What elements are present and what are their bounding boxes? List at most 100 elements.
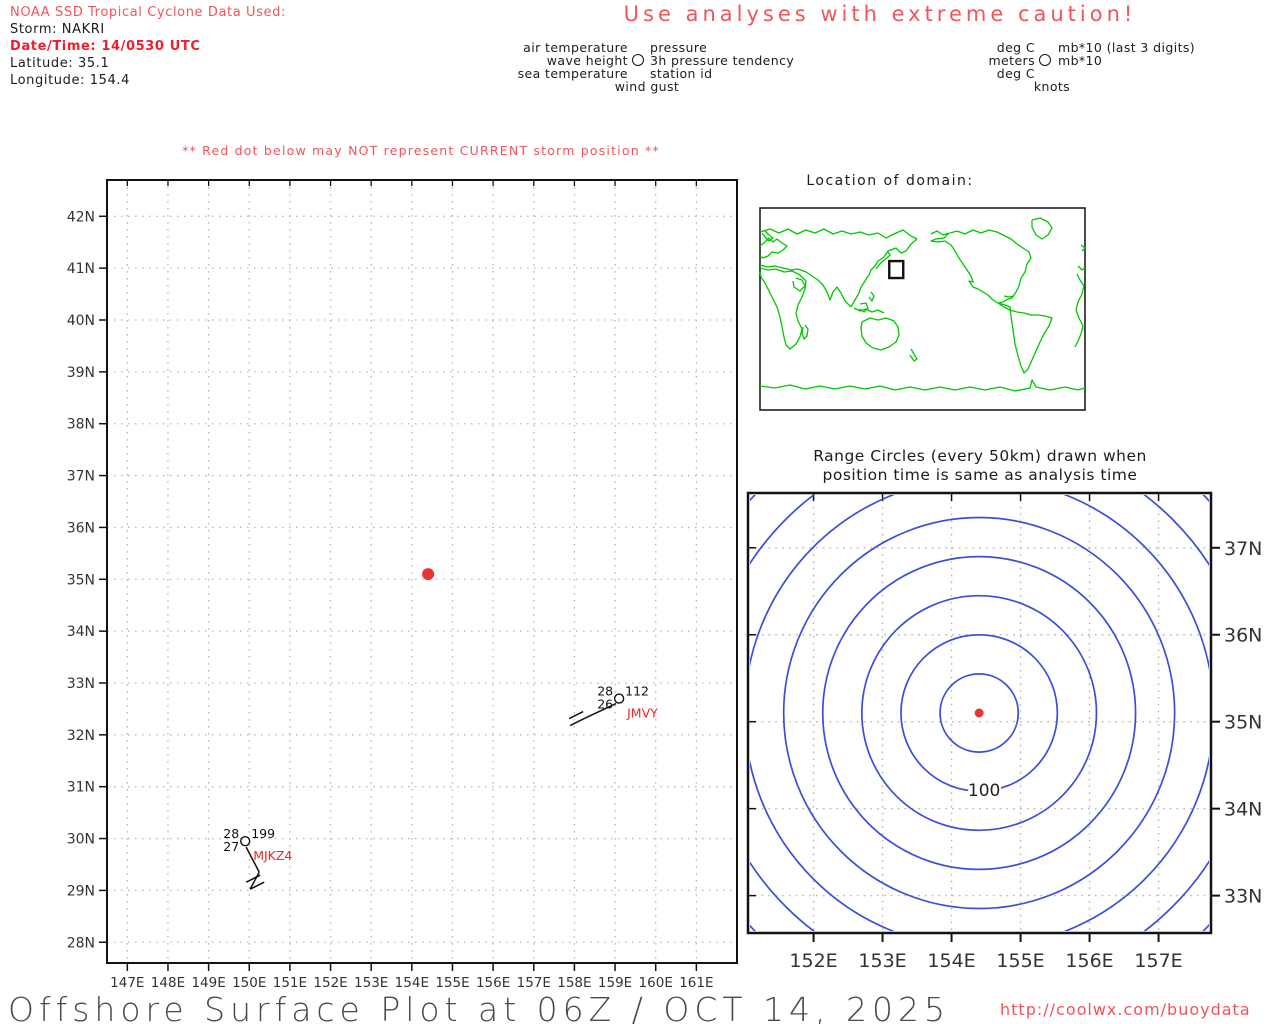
coastline — [761, 229, 774, 242]
range-title-line1: Range Circles (every 50km) drawn when — [813, 447, 1147, 465]
main-x-tick-label: 161E — [679, 975, 713, 991]
station-pressure: 112 — [625, 684, 649, 699]
legend-air-temperature: air temperature — [523, 40, 628, 55]
map-title: Location of domain: — [806, 173, 974, 189]
main-y-tick-label: 35N — [67, 572, 95, 588]
range-circle-250km — [782, 516, 1176, 910]
range-center-dot — [974, 708, 984, 718]
legend-unit-knots: knots — [1033, 79, 1071, 94]
storm-position-warning: ** Red dot below may NOT represent CURRE… — [182, 143, 660, 158]
main-x-tick-label: 158E — [557, 975, 591, 991]
coastline — [1074, 273, 1085, 348]
world-map-inset — [759, 207, 1086, 411]
wind-barb — [568, 710, 584, 720]
wind-barb — [569, 717, 585, 727]
main-x-tick-label: 148E — [151, 975, 185, 991]
station-id: MJKZ4 — [253, 848, 292, 863]
coastline — [853, 307, 885, 314]
coastline — [792, 277, 806, 292]
range-label-bg — [968, 782, 1002, 800]
main-x-tick-label: 156E — [476, 975, 510, 991]
legend-unit-meters: meters — [988, 53, 1035, 68]
coastline — [868, 291, 875, 302]
coastline — [1080, 244, 1086, 252]
main-y-tick-label: 33N — [67, 676, 95, 692]
range-x-tick-label: 154E — [927, 950, 975, 972]
station-sea-temp: 27 — [223, 839, 239, 854]
main-y-tick-label: 29N — [67, 883, 95, 899]
main-x-tick-label: 157E — [517, 975, 551, 991]
main-y-tick-label: 30N — [67, 832, 95, 848]
legend-station-id: station id — [650, 66, 713, 81]
range-x-tick-label: 157E — [1134, 950, 1182, 972]
station-circle-icon — [632, 54, 644, 66]
plot-main-title: Offshore Surface Plot at 06Z / OCT 14, 2… — [8, 990, 950, 1024]
range-circle-200km — [821, 555, 1137, 871]
legend-wave-height: wave height — [546, 53, 628, 68]
coastline — [875, 251, 891, 270]
range-y-tick-label: 36N — [1224, 625, 1262, 647]
legend-pressure: pressure — [650, 40, 708, 55]
map-border — [759, 207, 1086, 411]
wind-barb — [245, 846, 260, 873]
range-x-tick-label: 155E — [996, 950, 1044, 972]
coastline — [759, 379, 1086, 392]
main-x-tick-label: 153E — [354, 975, 388, 991]
range-y-tick-label: 34N — [1224, 799, 1262, 821]
station-circle — [613, 693, 625, 704]
range-x-tick-label: 152E — [789, 950, 837, 972]
wind-barb — [245, 874, 261, 883]
main-y-tick-label: 38N — [67, 417, 95, 433]
coastline — [850, 238, 918, 308]
station-pressure: 199 — [251, 826, 275, 841]
main-y-tick-label: 36N — [67, 520, 95, 536]
range-circles-plot: 152E 153E 154E 155E 156E 157E 37N 36N 35N 34N 33N 1… — [746, 491, 1262, 972]
main-plot-border — [106, 179, 738, 964]
main-x-tick-label: 154E — [395, 975, 429, 991]
station-id: JMVY — [626, 706, 658, 721]
legend-wind-gust: wind gust — [614, 79, 680, 94]
caution-banner: Use analyses with extreme caution! — [623, 2, 1137, 26]
main-y-tick-label: 41N — [67, 261, 95, 277]
range-plot-border — [746, 491, 1213, 935]
main-y-tick-label: 39N — [67, 365, 95, 381]
source-url[interactable]: http://coolwx.com/buoydata — [1000, 1000, 1251, 1019]
main-x-tick-label: 152E — [313, 975, 347, 991]
coastline — [801, 324, 809, 340]
coastline — [997, 302, 1053, 374]
main-y-tick-label: 34N — [67, 624, 95, 640]
latitude-line: Latitude: 35.1 — [10, 56, 110, 71]
legend-pressure-tendency: 3h pressure tendency — [650, 53, 795, 68]
range-x-tick-label: 156E — [1065, 950, 1113, 972]
range-y-tick-label: 33N — [1224, 886, 1262, 908]
coastline — [930, 230, 999, 304]
range-circle-label: 100 — [968, 781, 1000, 801]
coastline — [949, 229, 1032, 304]
main-x-tick-label: 159E — [598, 975, 632, 991]
wind-barb — [249, 871, 260, 890]
legend-unit-degc-air: deg C — [996, 40, 1035, 55]
wind-barb — [249, 881, 265, 890]
main-y-tick-label: 32N — [67, 728, 95, 744]
coastline — [759, 264, 852, 308]
legend-sea-temperature: sea temperature — [517, 66, 628, 81]
legend-unit-mb-pressure: mb*10 (last 3 digits) — [1058, 40, 1196, 55]
main-x-tick-label: 160E — [639, 975, 673, 991]
legend-unit-degc-sea: deg C — [996, 66, 1035, 81]
storm-name-line: Storm: NAKRI — [10, 22, 105, 37]
station-circle — [239, 835, 251, 847]
range-y-tick-label: 37N — [1224, 538, 1262, 560]
coastline — [909, 348, 918, 362]
main-y-tick-label: 37N — [67, 469, 95, 485]
coastline — [759, 237, 788, 259]
wind-barb — [583, 702, 617, 720]
main-y-tick-label: 40N — [67, 313, 95, 329]
noaa-source-line: NOAA SSD Tropical Cyclone Data Used: — [10, 5, 286, 20]
main-x-tick-label: 151E — [273, 975, 307, 991]
coastline — [1003, 295, 1015, 298]
range-circle-150km — [861, 594, 1098, 832]
coastline — [759, 228, 918, 240]
